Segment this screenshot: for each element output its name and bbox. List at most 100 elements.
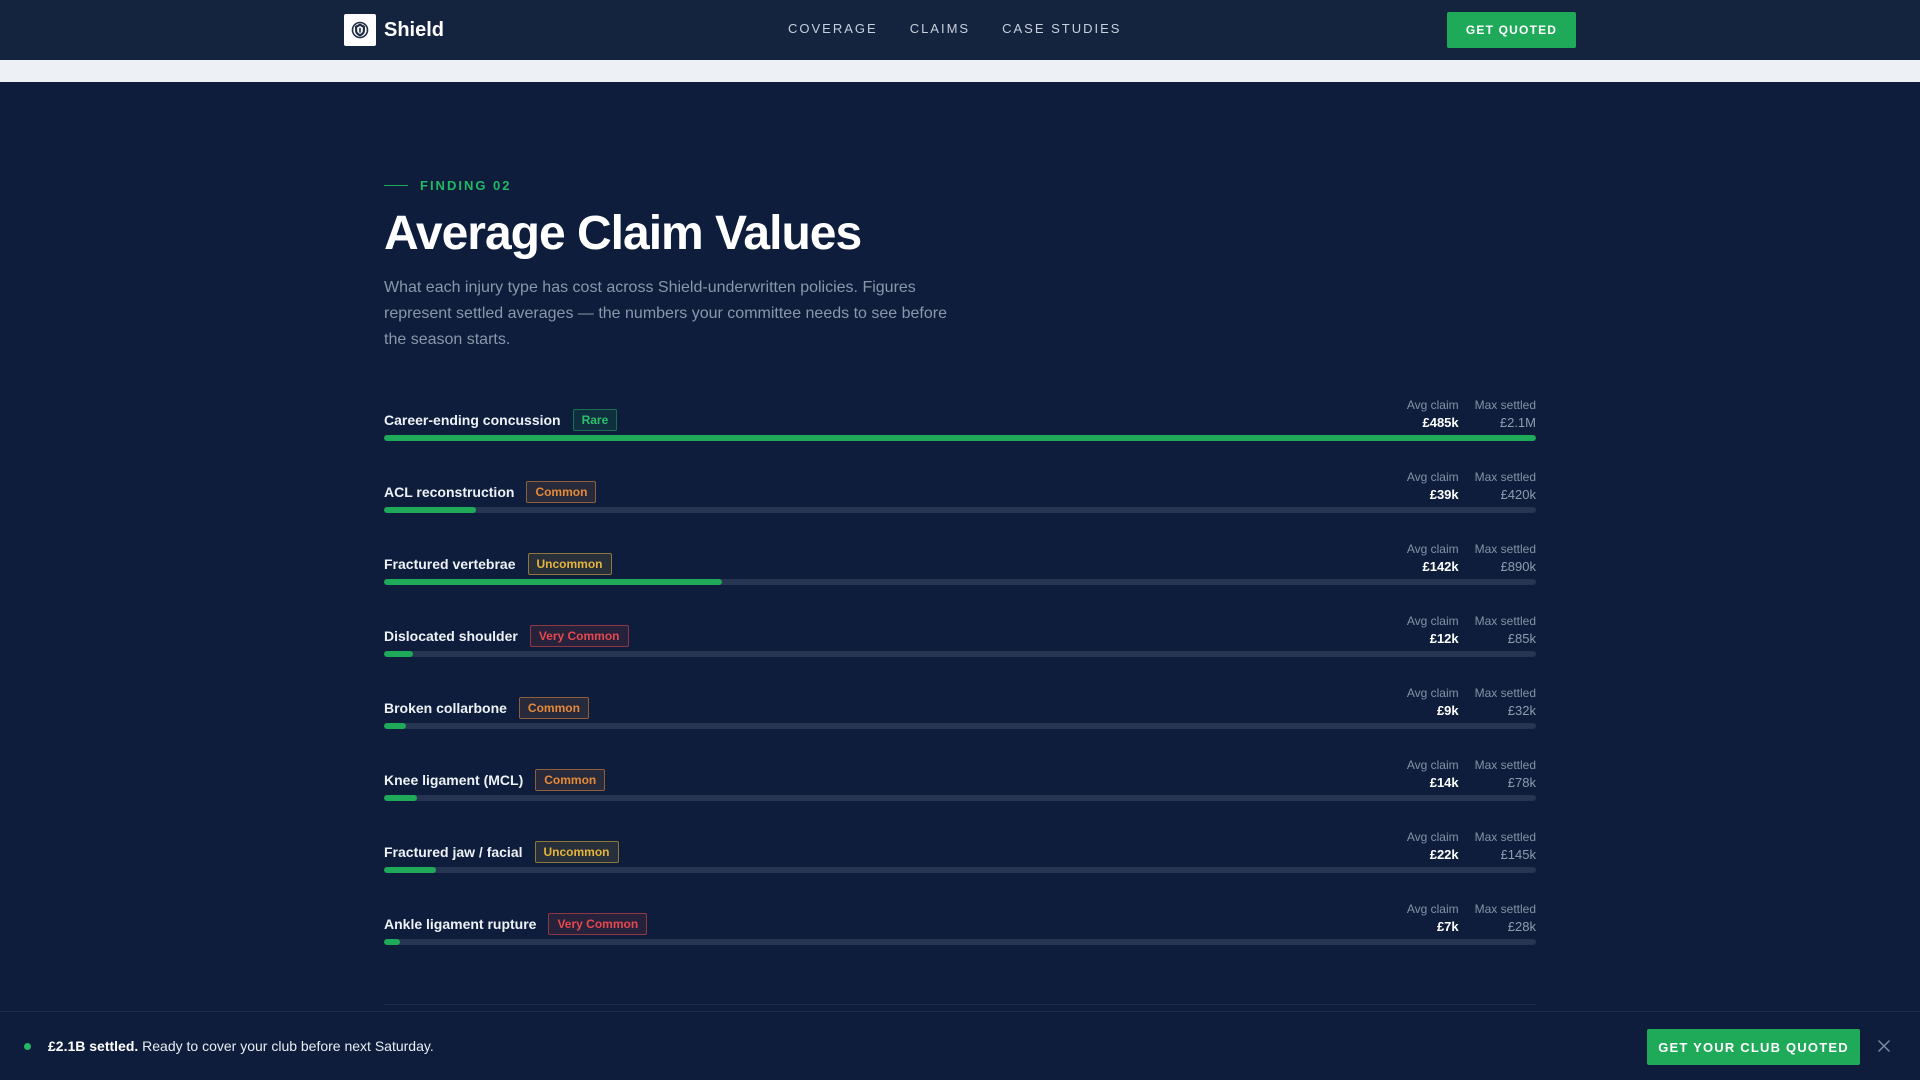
claim-bar-track	[384, 723, 1536, 729]
frequency-badge: Uncommon	[534, 841, 619, 863]
avg-claim-value: £7k	[1436, 919, 1459, 934]
avg-claim-stat: Avg claim £7k	[1407, 901, 1459, 936]
avg-claim-value: £12k	[1429, 631, 1459, 646]
claim-row: Career-ending concussion Rare Avg claim …	[384, 398, 1536, 480]
claim-stats: Avg claim £22k Max settled £145k	[1407, 829, 1536, 864]
avg-claim-value: £142k	[1422, 559, 1459, 574]
max-settled-value: £145k	[1500, 847, 1536, 862]
sticky-cta-bar: £2.1B settled. Ready to cover your club …	[0, 1011, 1920, 1080]
frequency-badge: Very Common	[548, 913, 648, 935]
max-settled-value: £32k	[1507, 703, 1536, 718]
claim-bar-fill	[384, 795, 418, 801]
max-settled-label: Max settled	[1474, 758, 1536, 772]
claim-stats: Avg claim £142k Max settled £890k	[1407, 541, 1536, 576]
avg-claim-stat: Avg claim £485k	[1407, 397, 1459, 432]
max-settled-stat: Max settled £2.1M	[1475, 397, 1536, 432]
max-settled-label: Max settled	[1474, 470, 1536, 484]
claim-bar-fill	[384, 939, 401, 945]
max-settled-label: Max settled	[1474, 830, 1536, 844]
claim-bar-fill	[384, 723, 406, 729]
avg-claim-stat: Avg claim £22k	[1407, 829, 1459, 864]
claim-stats: Avg claim £14k Max settled £78k	[1407, 757, 1536, 792]
claim-bar-fill	[384, 579, 722, 585]
max-settled-stat: Max settled £420k	[1475, 469, 1536, 504]
eyebrow-rule	[384, 185, 408, 186]
claim-row: Broken collarbone Common Avg claim £9k M…	[384, 686, 1536, 768]
get-quoted-button[interactable]: GET QUOTED	[1447, 12, 1576, 48]
avg-claim-label: Avg claim	[1406, 686, 1459, 700]
max-settled-value: £890k	[1500, 559, 1536, 574]
claim-stats: Avg claim £7k Max settled £28k	[1407, 901, 1536, 936]
injury-name: Fractured vertebrae	[384, 556, 516, 572]
frequency-badge: Rare	[572, 409, 618, 431]
cta-bar-text: Ready to cover your club before next Sat…	[138, 1038, 434, 1054]
max-settled-label: Max settled	[1474, 902, 1536, 916]
avg-claim-label: Avg claim	[1406, 758, 1459, 772]
claim-row-label: Career-ending concussion Rare	[384, 408, 618, 432]
avg-claim-label: Avg claim	[1406, 398, 1459, 412]
status-dot	[24, 1043, 31, 1050]
claim-row-label: Knee ligament (MCL) Common	[384, 768, 606, 792]
max-settled-label: Max settled	[1474, 614, 1536, 628]
frequency-badge: Common	[518, 697, 589, 719]
claim-bar-track	[384, 507, 1536, 513]
primary-nav: COVERAGE CLAIMS CASE STUDIES	[788, 21, 1121, 36]
claim-bar-track	[384, 579, 1536, 585]
claim-row-label: Broken collarbone Common	[384, 696, 589, 720]
claim-values-chart: Career-ending concussion Rare Avg claim …	[384, 398, 1536, 984]
claim-row: Knee ligament (MCL) Common Avg claim £14…	[384, 758, 1536, 840]
max-settled-label: Max settled	[1474, 686, 1536, 700]
claim-row: ACL reconstruction Common Avg claim £39k…	[384, 470, 1536, 552]
brand-name: Shield	[384, 18, 445, 41]
claim-row: Fractured vertebrae Uncommon Avg claim £…	[384, 542, 1536, 624]
max-settled-value: £28k	[1507, 919, 1536, 934]
injury-name: ACL reconstruction	[384, 484, 515, 500]
claim-stats: Avg claim £39k Max settled £420k	[1407, 469, 1536, 504]
claim-bar-track	[384, 939, 1536, 945]
max-settled-value: £78k	[1507, 775, 1536, 790]
frequency-badge: Common	[526, 481, 597, 503]
cta-bar-message: £2.1B settled. Ready to cover your club …	[48, 1038, 434, 1054]
claim-row-label: Ankle ligament rupture Very Common	[384, 912, 648, 936]
avg-claim-label: Avg claim	[1406, 830, 1459, 844]
nav-link-claims[interactable]: CLAIMS	[909, 21, 971, 36]
brand[interactable]: Shield	[344, 14, 444, 46]
claim-bar-track	[384, 651, 1536, 657]
get-club-quoted-button[interactable]: GET YOUR CLUB QUOTED	[1647, 1029, 1860, 1065]
avg-claim-value: £22k	[1429, 847, 1459, 862]
injury-name: Dislocated shoulder	[384, 628, 518, 644]
top-navbar: Shield COVERAGE CLAIMS CASE STUDIES GET …	[0, 0, 1920, 60]
avg-claim-stat: Avg claim £12k	[1407, 613, 1459, 648]
max-settled-label: Max settled	[1474, 398, 1536, 412]
claim-row: Fractured jaw / facial Uncommon Avg clai…	[384, 830, 1536, 912]
claim-bar-fill	[384, 435, 1536, 441]
claim-row-label: Fractured vertebrae Uncommon	[384, 552, 612, 576]
avg-claim-stat: Avg claim £9k	[1407, 685, 1459, 720]
claim-bar-track	[384, 795, 1536, 801]
claim-stats: Avg claim £485k Max settled £2.1M	[1407, 397, 1536, 432]
injury-name: Knee ligament (MCL)	[384, 772, 524, 788]
nav-link-coverage[interactable]: COVERAGE	[788, 21, 878, 36]
claim-stats: Avg claim £12k Max settled £85k	[1407, 613, 1536, 648]
nav-link-case-studies[interactable]: CASE STUDIES	[1002, 21, 1122, 36]
injury-name: Career-ending concussion	[384, 412, 561, 428]
max-settled-stat: Max settled £78k	[1475, 757, 1536, 792]
max-settled-value: £420k	[1500, 487, 1536, 502]
section-divider	[384, 1004, 1536, 1005]
claim-bar-fill	[384, 507, 477, 513]
avg-claim-label: Avg claim	[1406, 542, 1459, 556]
frequency-badge: Common	[535, 769, 606, 791]
max-settled-stat: Max settled £32k	[1475, 685, 1536, 720]
eyebrow-label: FINDING 02	[420, 178, 512, 193]
injury-name: Ankle ligament rupture	[384, 916, 537, 932]
avg-claim-value: £9k	[1436, 703, 1459, 718]
close-icon[interactable]	[1874, 1036, 1894, 1056]
claim-bar-track	[384, 435, 1536, 441]
injury-name: Fractured jaw / facial	[384, 844, 523, 860]
max-settled-stat: Max settled £28k	[1475, 901, 1536, 936]
frequency-badge: Uncommon	[527, 553, 612, 575]
settled-total: £2.1B settled.	[48, 1038, 139, 1054]
avg-claim-stat: Avg claim £39k	[1407, 469, 1459, 504]
avg-claim-value: £14k	[1429, 775, 1459, 790]
claim-bar-track	[384, 867, 1536, 873]
